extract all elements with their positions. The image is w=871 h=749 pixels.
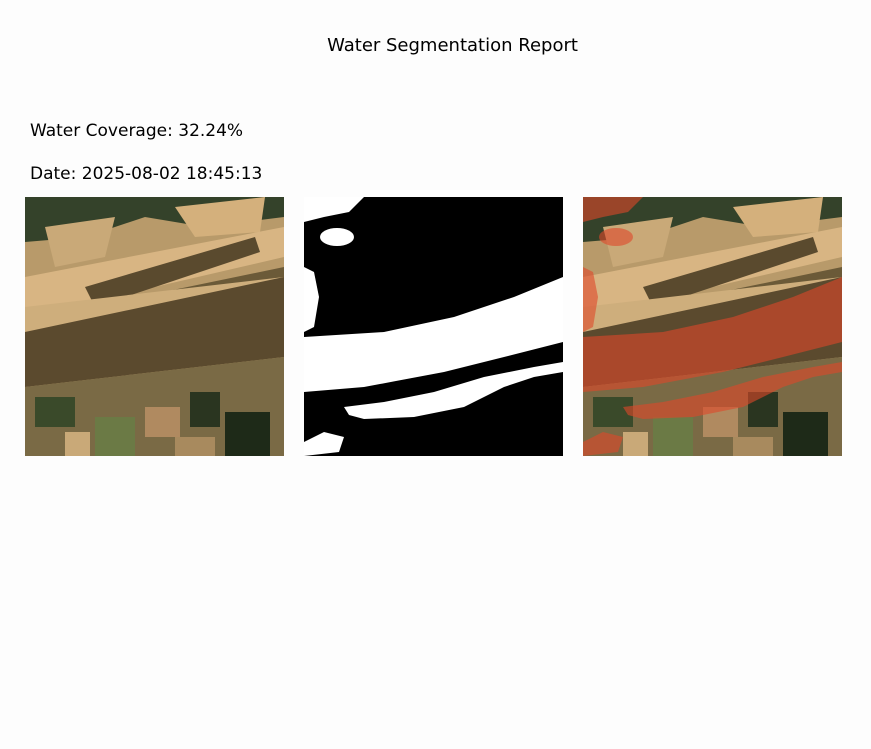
water-mask-image: [304, 197, 563, 456]
report-title: Water Segmentation Report: [327, 35, 578, 56]
coverage-value: 32.24%: [178, 121, 244, 141]
overlay-image: [583, 197, 842, 456]
coverage-label: Water Coverage:: [30, 121, 173, 141]
date-value: 2025-08-02 18:45:13: [81, 164, 263, 184]
water-coverage: Water Coverage: 32.24%: [30, 121, 243, 141]
satellite-image: [25, 197, 284, 456]
date-label: Date:: [30, 164, 77, 184]
report-date: Date: 2025-08-02 18:45:13: [30, 164, 262, 184]
